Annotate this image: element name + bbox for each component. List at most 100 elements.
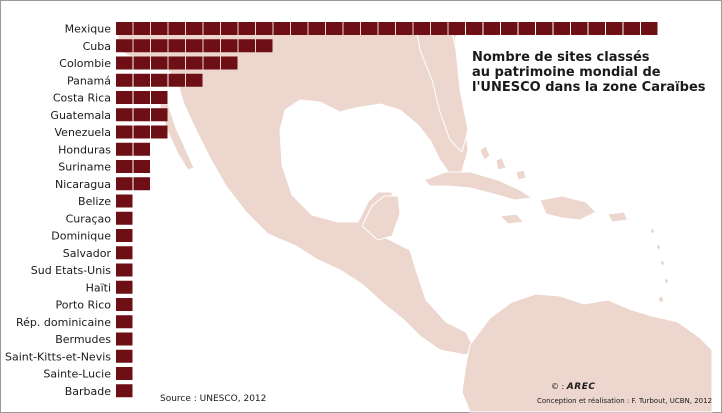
bar-block: [133, 73, 150, 87]
bar: [116, 367, 133, 380]
bar-block: [151, 91, 168, 104]
bar-block: [133, 108, 150, 122]
land-hispaniola: [539, 195, 597, 221]
bar: [116, 349, 133, 363]
bar-block: [116, 211, 133, 225]
credit-logo-prefix: © :: [551, 382, 565, 391]
bar-block: [203, 39, 220, 53]
bar-block: [168, 39, 185, 53]
bar: [116, 160, 150, 173]
bar: [116, 39, 273, 53]
bar-block: [588, 22, 605, 35]
bar-block: [116, 246, 133, 260]
bar-block: [116, 349, 133, 363]
bar-block: [116, 22, 133, 35]
bar-block: [361, 22, 378, 35]
bar-block: [501, 22, 518, 35]
bar: [116, 125, 168, 139]
bar-block: [623, 22, 640, 35]
bar-block: [116, 142, 133, 156]
category-label: Curaçao: [66, 212, 112, 225]
bar: [116, 298, 133, 311]
bar-block: [291, 22, 308, 35]
category-label: Barbade: [65, 385, 112, 398]
category-label: Sainte-Lucie: [43, 368, 111, 381]
bar-block: [413, 22, 430, 35]
bar-block: [168, 56, 185, 70]
category-label: Nicaragua: [55, 178, 111, 191]
bar-block: [238, 22, 255, 35]
bar-block: [553, 22, 570, 35]
bar-block: [378, 22, 395, 35]
bar-block: [133, 160, 150, 173]
bar: [116, 384, 133, 398]
bar-block: [116, 298, 133, 311]
category-label: Sud Etats-Unis: [31, 264, 112, 277]
chart-title-line-2: au patrimoine mondial de: [472, 65, 661, 80]
bar-block: [116, 91, 133, 104]
bar-block: [133, 56, 150, 70]
bar-block: [116, 367, 133, 380]
bar-block: [186, 39, 203, 53]
credit-note: Conception et réalisation : F. Turbout, …: [537, 397, 713, 405]
bar-block: [203, 56, 220, 70]
bar: [116, 229, 133, 242]
bar-block: [116, 194, 133, 208]
bar-block: [116, 125, 133, 139]
bar-block: [536, 22, 553, 35]
category-label: Porto Rico: [55, 299, 111, 312]
bar-block: [133, 22, 150, 35]
land-bahamas: [479, 145, 527, 181]
bar: [116, 194, 133, 208]
chart-title: Nombre de sites classés au patrimoine mo…: [472, 50, 717, 95]
bar-block: [326, 22, 343, 35]
bar: [116, 211, 133, 225]
bar: [116, 280, 133, 294]
category-label: Cuba: [83, 40, 111, 53]
category-label: Salvador: [63, 247, 112, 260]
bar-block: [116, 384, 133, 398]
bar-block: [116, 229, 133, 242]
bar: [116, 263, 133, 277]
category-label: Costa Rica: [53, 92, 111, 105]
bar-block: [571, 22, 588, 35]
bar-block: [116, 280, 133, 294]
bar-block: [238, 39, 255, 53]
bar-block: [151, 73, 168, 87]
category-label: Suriname: [58, 161, 111, 174]
bar-block: [116, 56, 133, 70]
chart-title-line-3: l'UNESCO dans la zone Caraïbes: [472, 80, 706, 95]
bar-block: [151, 56, 168, 70]
bar: [116, 91, 168, 104]
land-jamaica: [498, 213, 526, 225]
bar: [116, 246, 133, 260]
bar-block: [606, 22, 623, 35]
bar-block: [151, 39, 168, 53]
land-cuba: [423, 171, 534, 201]
bar-block: [133, 142, 150, 156]
land-puerto-rico: [607, 211, 629, 223]
land-yucatan: [361, 195, 401, 241]
bar: [116, 22, 658, 35]
bar-block: [466, 22, 483, 35]
bar-block: [116, 39, 133, 53]
bar-block: [641, 22, 658, 35]
category-label: Honduras: [58, 143, 111, 156]
arec-logo: AREC: [566, 382, 596, 392]
bar-block: [221, 39, 238, 53]
bar-block: [308, 22, 325, 35]
category-label: Guatemala: [50, 109, 111, 122]
bar-block: [151, 108, 168, 122]
bar-block: [203, 22, 220, 35]
bar-block: [483, 22, 500, 35]
category-label: Saint-Kitts-et-Nevis: [5, 350, 111, 363]
category-label: Haïti: [86, 281, 111, 294]
bar: [116, 56, 238, 70]
bar-block: [168, 73, 185, 87]
bar-block: [448, 22, 465, 35]
category-label: Panamá: [67, 74, 111, 87]
bar-block: [186, 73, 203, 87]
land-south-america: [461, 293, 713, 413]
